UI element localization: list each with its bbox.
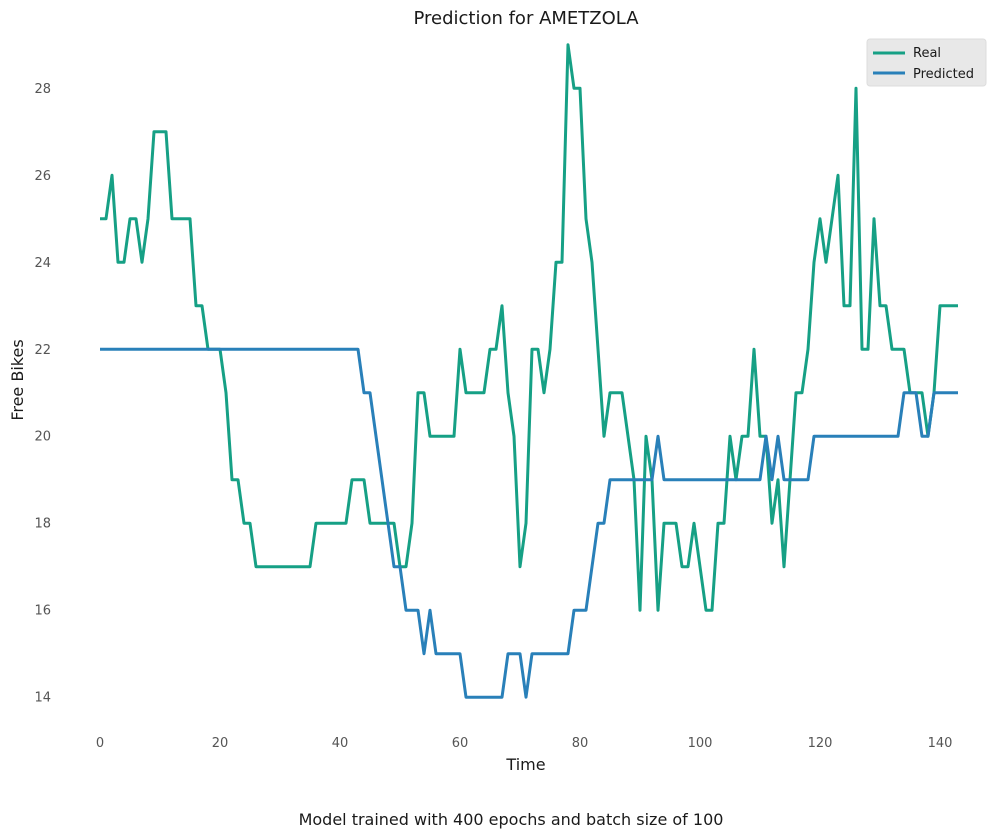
y-axis-ticks: 14 16 18 20 22 24 26 28 — [34, 82, 51, 706]
x-tick-label: 60 — [452, 736, 469, 751]
plot-area — [100, 43, 958, 699]
x-tick-label: 100 — [688, 736, 713, 751]
x-tick-label: 20 — [212, 736, 229, 751]
series-line-real — [100, 43, 958, 612]
x-tick-label: 40 — [332, 736, 349, 751]
x-axis-label: Time — [505, 755, 545, 774]
series-line-predicted — [100, 347, 958, 699]
x-axis-ticks: 0 20 40 60 80 100 120 140 — [96, 736, 953, 751]
y-tick-label: 14 — [34, 691, 51, 706]
y-axis-label: Free Bikes — [8, 339, 27, 420]
y-tick-label: 18 — [34, 517, 51, 532]
series-layer — [100, 43, 958, 699]
x-tick-label: 0 — [96, 736, 104, 751]
x-tick-label: 80 — [572, 736, 589, 751]
y-tick-label: 28 — [34, 82, 51, 97]
y-tick-label: 26 — [34, 169, 51, 184]
y-tick-label: 24 — [34, 256, 51, 271]
x-tick-label: 120 — [808, 736, 833, 751]
chart-caption: Model trained with 400 epochs and batch … — [299, 810, 724, 829]
y-tick-label: 22 — [34, 343, 51, 358]
legend-label-real: Real — [913, 46, 941, 61]
y-tick-label: 16 — [34, 604, 51, 619]
x-tick-label: 140 — [928, 736, 953, 751]
legend: Real Predicted — [866, 38, 987, 87]
chart-title: Prediction for AMETZOLA — [413, 8, 639, 29]
y-tick-label: 20 — [34, 430, 51, 445]
legend-label-predicted: Predicted — [913, 67, 974, 82]
